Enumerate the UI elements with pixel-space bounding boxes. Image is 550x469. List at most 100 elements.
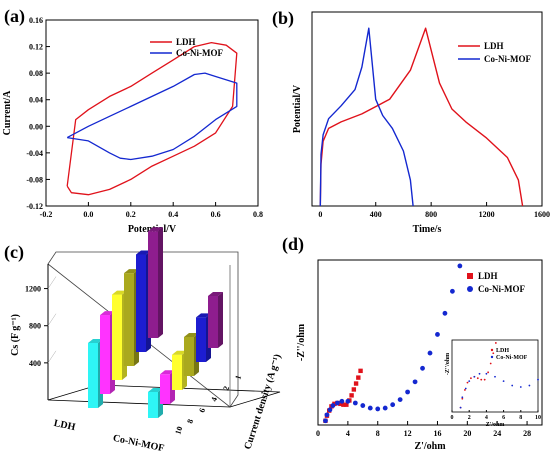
inset-point-ldh (494, 342, 497, 344)
bar-top-LDH-6 (112, 290, 127, 295)
z-axis-label-c: Current density (A g⁻¹) (242, 353, 283, 451)
data-point-d-comof (382, 405, 388, 411)
y-tick-label-a: -0.04 (26, 149, 43, 158)
z-tick-label-c: 2 (221, 385, 231, 392)
x-tick-label-b: 400 (370, 210, 382, 219)
x-tick-label-a: 0.4 (168, 210, 178, 219)
data-point-d-comof (352, 400, 358, 406)
inset-x-tick-label: 2 (468, 415, 471, 421)
inset-y-axis-label: -Z''/ohm (445, 353, 451, 375)
plot-frame-d (317, 259, 543, 426)
bar-front-LDH-6 (112, 294, 122, 380)
plot-frame-b (311, 11, 543, 207)
data-point-d-comof (339, 398, 345, 404)
gridline-c (47, 313, 57, 326)
inset-legend-marker (490, 348, 494, 352)
inset-point-comof (478, 372, 481, 375)
x-tick-label-a: 0.8 (253, 210, 263, 219)
x-axis-label-b: Time/s (413, 224, 442, 235)
x-tick-label-d: 28 (523, 429, 531, 438)
data-point-d-comof (324, 412, 330, 418)
data-point-d-comof (390, 402, 396, 408)
data-point-d-ldh (344, 402, 349, 407)
inset-point-ldh (487, 371, 490, 374)
y-axis-label-c: Cs (F g⁻¹) (10, 314, 21, 356)
y-axis-label-b: Potential/V (292, 84, 303, 133)
data-point-d-comof (457, 263, 463, 269)
x-tick-label-d: 12 (404, 429, 412, 438)
bar-front-Co-Ni-MOF-4 (184, 337, 194, 376)
data-point-d-comof (405, 389, 410, 395)
gridline-c (47, 276, 57, 289)
inset-point-comof (494, 375, 496, 378)
bar-top-Co-Ni-MOF-10 (148, 388, 163, 392)
data-point-d-ldh (353, 381, 359, 386)
x-tick-label-d: 0 (316, 429, 320, 438)
data-point-d-comof (420, 365, 425, 371)
x-tick-label-b: 1600 (534, 210, 550, 219)
inset-point-ldh (492, 352, 495, 355)
bar-top-Co-Ni-MOF-6 (172, 350, 187, 355)
bar-front-Co-Ni-MOF-1 (208, 296, 218, 348)
data-point-d-comof (327, 407, 333, 413)
y-tick-label-c: 800 (29, 322, 41, 331)
data-point-d-comof (345, 398, 351, 404)
data-point-d-comof (427, 350, 433, 356)
inset-point-comof (468, 380, 471, 383)
data-point-d-ldh (341, 402, 346, 407)
y-tick-label-a: 0.16 (29, 16, 43, 25)
series-line-b-comof (319, 27, 414, 207)
inset-point-ldh (483, 378, 486, 381)
legend-label-a: Co-Ni-MOF (176, 48, 223, 58)
inset-legend-marker (490, 355, 494, 359)
y-tick-label-a: 0.00 (29, 122, 43, 131)
data-point-d-comof (330, 403, 336, 408)
z-tick-label-c: 10 (173, 425, 184, 435)
bar-side-LDH-1 (158, 227, 163, 338)
bar-front-LDH-2 (136, 254, 146, 352)
y-tick-label-a: -0.08 (26, 175, 43, 184)
inset-point-comof (537, 378, 539, 381)
bar-top-LDH-1 (148, 227, 163, 232)
data-point-d-ldh (338, 401, 343, 407)
inset-point-ldh (464, 389, 466, 391)
inset-point-comof (511, 384, 514, 387)
series-line-a-ldh (66, 41, 238, 196)
data-point-d-comof (412, 379, 418, 385)
y-tick-label-c: 400 (29, 359, 41, 368)
inset-point-ldh (461, 397, 464, 400)
bar-top-LDH-10 (88, 339, 103, 343)
series-line-a-comof (66, 72, 238, 161)
y-tick-label-a: 0.04 (29, 96, 43, 105)
inset-point-ldh (466, 381, 469, 384)
inset-x-tick-label: 6 (502, 415, 505, 421)
bar-front-LDH-8 (100, 315, 110, 394)
data-point-d-comof (442, 310, 448, 316)
inset-point-comof (473, 375, 476, 378)
x-tick-label-d: 24 (493, 429, 501, 438)
panel-label-b: (b) (272, 8, 294, 29)
bar-top-LDH-2 (136, 250, 151, 255)
x-tick-label-a: 0.0 (83, 210, 93, 219)
z-tick-label-c: 1 (233, 374, 243, 381)
x-axis-label-d: Z'/ohm (414, 441, 446, 452)
data-point-d-comof (323, 418, 328, 424)
x-tick-label-a: 0.2 (126, 210, 136, 219)
x-tick-label-b: 1200 (479, 210, 495, 219)
inset-x-tick-label: 8 (519, 415, 522, 421)
inset-point-comof (461, 396, 464, 399)
series-line-b-ldh (319, 27, 524, 207)
legend-marker-d (467, 273, 473, 279)
inset-legend-label: Co-Ni-MOF (496, 355, 528, 361)
bar-top-Co-Ni-MOF-1 (208, 292, 223, 296)
x-tick-label-d: 8 (376, 429, 380, 438)
bar-front-Co-Ni-MOF-10 (148, 392, 158, 418)
data-point-d-comof (450, 288, 455, 294)
bar-front-LDH-10 (88, 343, 98, 408)
panel-label-c: (c) (4, 242, 24, 263)
x-tick-label-d: 20 (463, 429, 471, 438)
z-tick-label-c: 6 (197, 407, 207, 414)
bar-front-Co-Ni-MOF-2 (196, 317, 206, 362)
